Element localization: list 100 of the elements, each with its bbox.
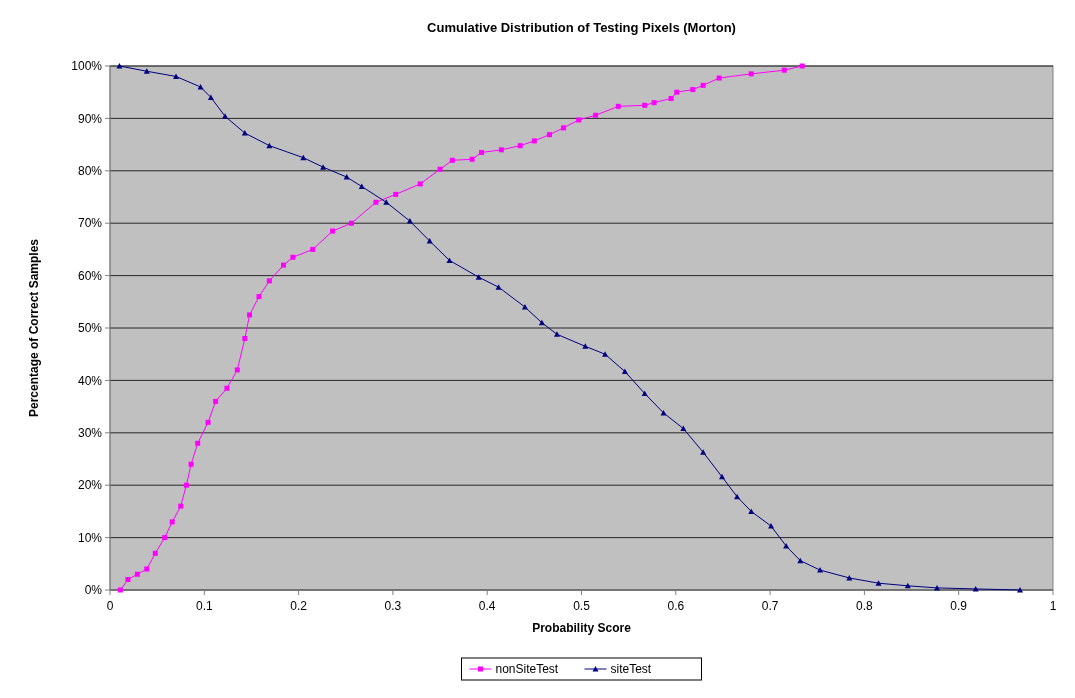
point <box>234 367 240 373</box>
chart-title: Cumulative Distribution of Testing Pixels (Morton) <box>427 20 736 35</box>
point <box>498 147 504 153</box>
point <box>875 580 882 586</box>
point <box>320 164 327 170</box>
x-tick-label: 0.5 <box>573 599 591 613</box>
point <box>213 398 219 404</box>
point <box>602 351 609 357</box>
point <box>449 157 455 163</box>
point <box>479 149 485 155</box>
x-tick-label: 0.2 <box>290 599 308 613</box>
x-axis-title: Probability Score <box>532 621 632 635</box>
point <box>799 63 805 69</box>
x-tick-label: 1 <box>1049 599 1057 613</box>
y-tick-label: 60% <box>77 268 103 283</box>
x-tick-label: 0.8 <box>856 599 874 613</box>
point <box>406 218 413 224</box>
point <box>117 587 123 593</box>
y-axis-title: Percentage of Correct Samples <box>27 238 41 418</box>
x-tick-label: 0.7 <box>761 599 779 613</box>
point <box>256 294 262 300</box>
point <box>700 449 707 455</box>
point <box>553 331 560 337</box>
y-tick-label: 0% <box>84 583 103 598</box>
point <box>125 577 131 583</box>
point <box>517 143 523 149</box>
point <box>241 130 248 136</box>
point <box>242 335 248 341</box>
point <box>152 550 158 556</box>
point <box>358 183 365 190</box>
point <box>674 89 680 95</box>
point <box>205 419 211 425</box>
point <box>222 113 229 119</box>
point <box>716 75 722 81</box>
point <box>748 71 754 77</box>
point <box>116 63 123 69</box>
point <box>700 82 706 88</box>
point <box>310 246 316 252</box>
point <box>195 440 201 446</box>
point <box>143 68 150 74</box>
point <box>247 312 253 318</box>
point <box>343 174 350 180</box>
point <box>426 238 433 244</box>
y-tick-label: 30% <box>77 426 103 440</box>
point <box>173 73 180 79</box>
y-tick-label: 70% <box>77 216 103 231</box>
legend-label: siteTest <box>610 662 652 677</box>
point <box>690 87 696 93</box>
x-tick-label: 0.4 <box>478 599 496 613</box>
point <box>582 343 589 349</box>
y-tick-label: 90% <box>77 111 103 126</box>
point <box>383 199 390 205</box>
point <box>546 132 552 138</box>
point <box>290 254 296 260</box>
point <box>734 493 741 500</box>
y-tick-label: 50% <box>77 321 103 336</box>
point <box>134 571 140 577</box>
point <box>183 482 189 488</box>
point <box>641 390 648 396</box>
point <box>446 257 453 263</box>
point <box>437 166 443 172</box>
legend-label: nonSiteTest <box>495 662 559 677</box>
point <box>615 103 621 109</box>
point <box>162 535 168 541</box>
point <box>224 385 230 391</box>
y-tick-label: 80% <box>77 164 103 178</box>
x-tick-label: 0.9 <box>950 599 968 613</box>
y-tick-label: 100% <box>71 59 103 74</box>
point <box>1017 587 1023 593</box>
x-tick-label: 0 <box>106 599 114 613</box>
point <box>393 191 399 197</box>
point <box>178 503 184 509</box>
x-tick-label: 0.1 <box>195 599 213 613</box>
point <box>561 125 567 131</box>
y-tick-label: 40% <box>77 373 103 388</box>
point <box>817 567 824 573</box>
point <box>576 117 582 123</box>
point <box>188 461 194 467</box>
point <box>642 102 648 108</box>
point <box>417 181 423 187</box>
point <box>495 284 502 290</box>
point <box>531 138 537 144</box>
point <box>373 199 379 205</box>
point <box>781 67 787 73</box>
point <box>348 220 354 226</box>
point <box>668 95 674 101</box>
point <box>621 368 628 374</box>
x-tick-label: 0.3 <box>384 599 402 613</box>
point <box>281 262 287 268</box>
point <box>469 156 475 162</box>
y-tick-label: 10% <box>77 530 103 545</box>
point <box>768 523 775 529</box>
point <box>169 519 175 525</box>
point <box>266 278 272 284</box>
point <box>330 228 336 234</box>
point <box>651 100 657 106</box>
x-tick-label: 0.6 <box>667 599 685 613</box>
point <box>521 304 528 310</box>
point <box>475 274 482 280</box>
point <box>207 94 214 100</box>
